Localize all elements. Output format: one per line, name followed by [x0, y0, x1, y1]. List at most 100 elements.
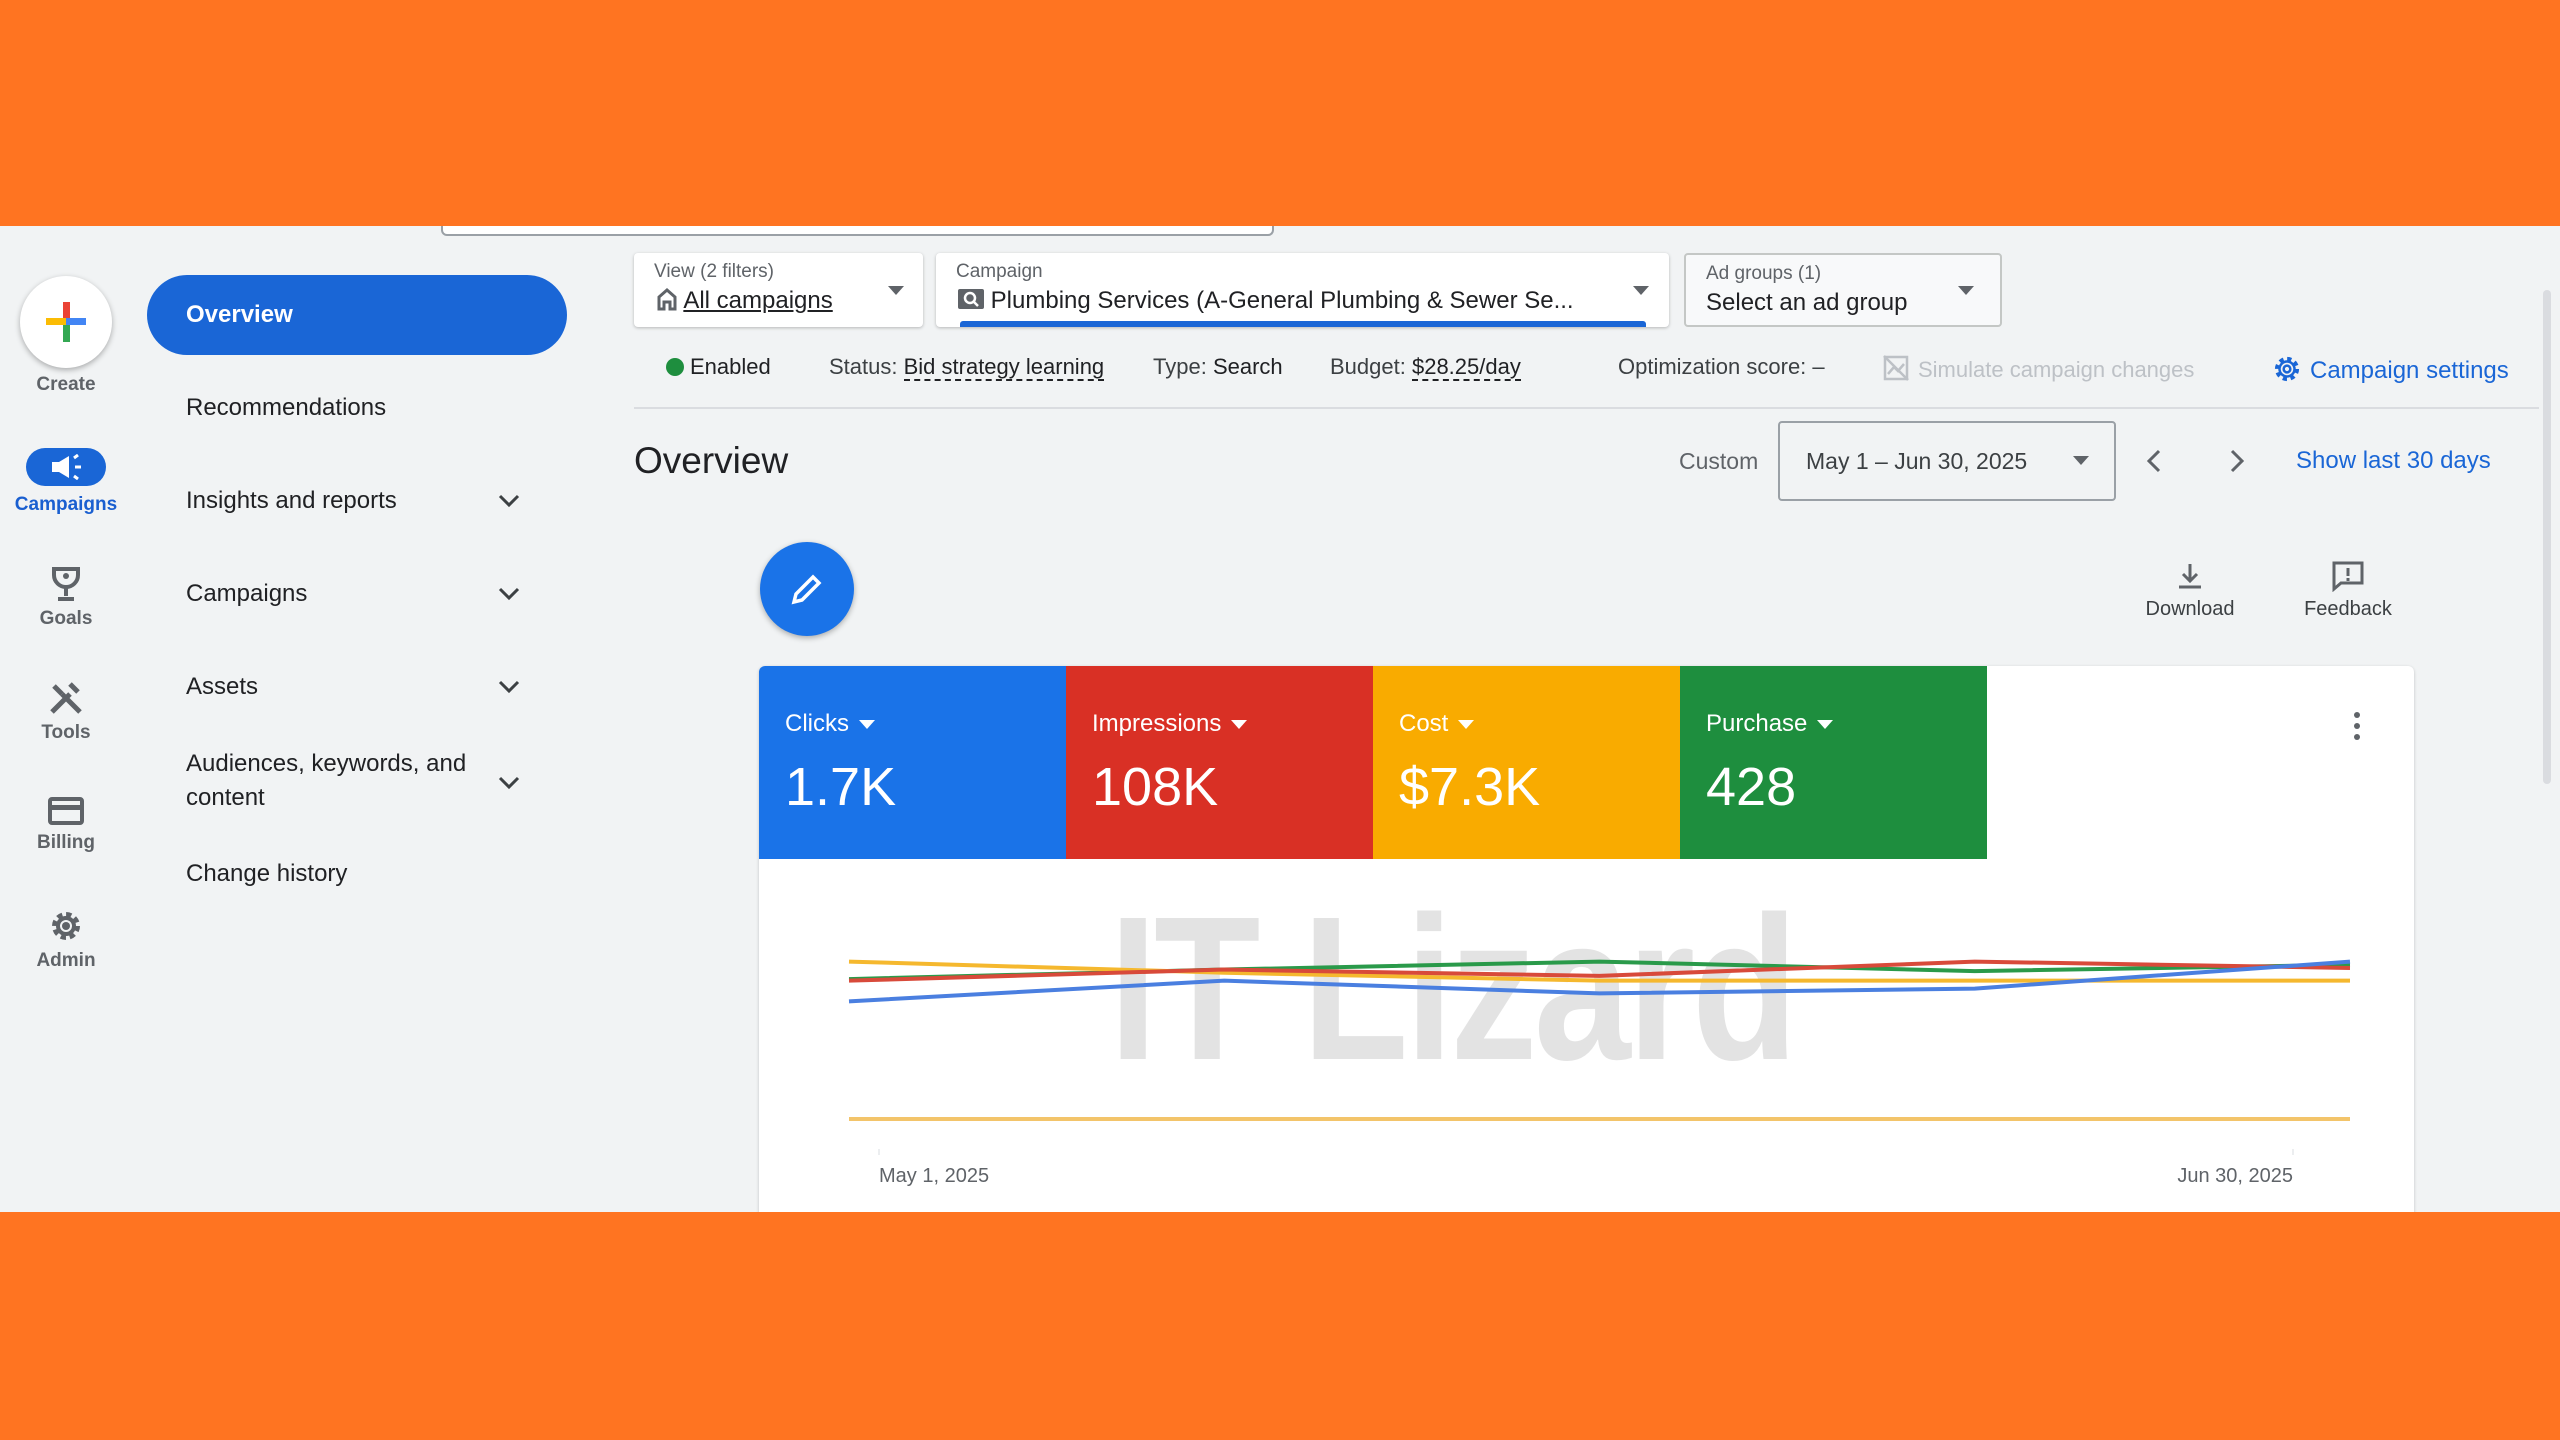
- view-filter-dropdown[interactable]: View (2 filters) All campaigns: [634, 253, 923, 327]
- dropdown-arrow-icon: [859, 720, 875, 730]
- edit-button[interactable]: [760, 542, 854, 636]
- gear-icon: [52, 912, 80, 940]
- metric-label: Impressions: [1092, 710, 1222, 737]
- green-dot-icon: [666, 358, 684, 376]
- download-button[interactable]: Download: [2130, 560, 2250, 621]
- budget-value[interactable]: $28.25/day: [1411, 354, 1521, 381]
- show-last-30-days-link[interactable]: Show last 30 days: [2296, 447, 2491, 474]
- feedback-label: Feedback: [2304, 598, 2392, 620]
- plus-icon: [46, 302, 86, 342]
- nav-item-assets[interactable]: Assets: [186, 673, 259, 700]
- previous-period-icon[interactable]: [2140, 446, 2170, 476]
- campaign-selected-indicator: [960, 321, 1646, 327]
- campaign-settings-link[interactable]: Campaign settings: [2272, 354, 2509, 385]
- more-options-icon[interactable]: [2349, 710, 2365, 742]
- campaign-label: Campaign: [956, 261, 1043, 282]
- metric-tile-cost[interactable]: Cost $7.3K: [1373, 666, 1680, 859]
- range-type-label: Custom: [1679, 448, 1759, 474]
- date-range-value: May 1 – Jun 30, 2025: [1806, 448, 2028, 474]
- ad-groups-dropdown[interactable]: Ad groups (1) Select an ad group: [1684, 253, 2002, 327]
- home-icon: [657, 288, 677, 311]
- nav-item-change-history[interactable]: Change history: [186, 860, 348, 887]
- rail-create[interactable]: Create: [0, 276, 132, 396]
- opt-label: Optimization score:: [1618, 354, 1807, 379]
- rail-goals[interactable]: Goals: [0, 566, 132, 630]
- metric-tile-impressions[interactable]: Impressions 108K: [1066, 666, 1373, 859]
- chevron-down-icon[interactable]: [494, 768, 524, 798]
- rail-label: Campaigns: [14, 494, 118, 515]
- dropdown-arrow-icon: [1958, 286, 1974, 295]
- dropdown-arrow-icon: [2073, 456, 2089, 465]
- chevron-down-icon[interactable]: [494, 579, 524, 609]
- enabled-status: Enabled: [666, 354, 771, 380]
- rail-billing[interactable]: Billing: [0, 796, 132, 854]
- rail-label: Create: [36, 374, 96, 395]
- view-filter-value: All campaigns: [683, 287, 833, 314]
- chevron-down-icon[interactable]: [494, 672, 524, 702]
- ad-groups-label: Ad groups (1): [1706, 263, 1822, 284]
- rail-label: Goals: [39, 608, 93, 629]
- campaign-budget[interactable]: Budget: $28.25/day: [1330, 354, 1521, 381]
- nav-item-audiences[interactable]: Audiences, keywords, and content: [186, 750, 467, 811]
- series-line-clicks: [848, 959, 2351, 1004]
- nav-item-insights[interactable]: Insights and reports: [186, 487, 397, 514]
- metric-label: Cost: [1399, 710, 1449, 737]
- simulate-label: Simulate campaign changes: [1918, 357, 2195, 382]
- nav-overview[interactable]: [147, 275, 567, 355]
- create-button[interactable]: [20, 276, 112, 368]
- metric-value: 1.7K: [785, 757, 897, 817]
- pencil-icon: [791, 574, 822, 605]
- optimization-score: Optimization score: –: [1618, 354, 1825, 380]
- enabled-label: Enabled: [690, 354, 771, 379]
- metric-label: Clicks: [785, 710, 849, 737]
- campaign-type: Type: Search: [1153, 354, 1283, 380]
- megaphone-icon: [52, 454, 81, 480]
- metric-tile-clicks[interactable]: Clicks 1.7K: [759, 666, 1066, 859]
- credit-card-icon: [48, 797, 84, 825]
- campaign-value: Plumbing Services (A-General Plumbing & …: [990, 287, 1574, 314]
- series-line-impressions: [848, 959, 2351, 983]
- campaign-dropdown[interactable]: Campaign Plumbing Services (A-General Pl…: [936, 253, 1669, 327]
- ad-groups-value: Select an ad group: [1706, 289, 1908, 316]
- metric-label: Purchase: [1706, 710, 1808, 737]
- x-tick-label: Jun 30, 2025: [2177, 1165, 2293, 1187]
- dropdown-arrow-icon: [1817, 720, 1834, 730]
- google-ads-app: Create Campaigns Goals Tools Billing Adm…: [0, 226, 2560, 1212]
- bid-strategy-status[interactable]: Status: Bid strategy learning: [829, 354, 1105, 381]
- rail-admin[interactable]: Admin: [0, 908, 132, 972]
- search-campaign-icon: [958, 289, 984, 309]
- dropdown-arrow-icon: [1633, 286, 1649, 295]
- dropdown-arrow-icon: [1458, 720, 1475, 730]
- metric-tile-purchase[interactable]: Purchase 428: [1680, 666, 1987, 859]
- type-label: Type:: [1153, 354, 1207, 379]
- dropdown-arrow-icon: [888, 286, 904, 295]
- divider: [634, 407, 2539, 409]
- rail-campaigns[interactable]: Campaigns: [0, 448, 132, 516]
- gear-icon: [2274, 356, 2300, 382]
- scrollbar[interactable]: [2543, 290, 2551, 784]
- x-tick-label: May 1, 2025: [879, 1165, 989, 1187]
- simulate-campaign-changes[interactable]: Simulate campaign changes: [1882, 354, 2194, 383]
- budget-label: Budget:: [1330, 354, 1406, 379]
- view-filter-label: View (2 filters): [654, 261, 775, 282]
- simulate-icon: [1883, 355, 1909, 381]
- feedback-icon: [2332, 561, 2364, 592]
- chevron-down-icon[interactable]: [494, 486, 524, 516]
- nav-item-campaigns[interactable]: Campaigns: [186, 580, 308, 607]
- feedback-button[interactable]: Feedback: [2288, 560, 2408, 621]
- metric-value: 428: [1706, 757, 1797, 817]
- performance-line-chart: May 1, 2025 Jun 30, 2025: [848, 959, 2351, 1187]
- campaign-settings-label: Campaign settings: [2310, 357, 2509, 384]
- status-value[interactable]: Bid strategy learning: [903, 354, 1105, 381]
- nav-item-overview[interactable]: Overview: [186, 301, 293, 328]
- dropdown-arrow-icon: [1231, 720, 1248, 730]
- download-icon: [2179, 564, 2201, 589]
- date-range-picker[interactable]: May 1 – Jun 30, 2025: [1778, 421, 2116, 501]
- rail-tools[interactable]: Tools: [0, 680, 132, 744]
- rail-label: Billing: [36, 832, 96, 853]
- nav-item-recommendations[interactable]: Recommendations: [186, 394, 387, 421]
- page-title: Overview: [634, 440, 789, 481]
- trophy-icon: [52, 567, 80, 601]
- search-box-edge[interactable]: [441, 226, 1274, 236]
- next-period-icon[interactable]: [2221, 446, 2251, 476]
